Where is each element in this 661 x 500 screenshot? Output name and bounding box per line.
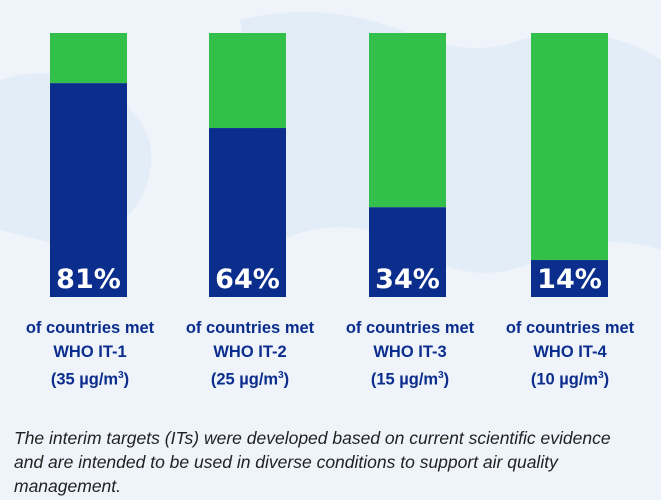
footnote: The interim targets (ITs) were developed… (14, 426, 644, 498)
bar-caption: of countries met WHO IT-2 (25 µg/m3) (165, 316, 335, 392)
caption-concentration: (35 µg/m3) (5, 364, 175, 392)
bar-not-met (209, 33, 286, 128)
caption-target: WHO IT-2 (165, 340, 335, 364)
bar-data-label: 14% (537, 264, 602, 295)
caption-line: of countries met (485, 316, 655, 340)
bar-caption: of countries met WHO IT-3 (15 µg/m3) (325, 316, 495, 392)
caption-concentration: (10 µg/m3) (485, 364, 655, 392)
caption-line: of countries met (325, 316, 495, 340)
bar-data-label: 81% (56, 264, 121, 295)
bar-caption: of countries met WHO IT-4 (10 µg/m3) (485, 316, 655, 392)
caption-line: of countries met (5, 316, 175, 340)
caption-target: WHO IT-1 (5, 340, 175, 364)
bar-not-met (369, 33, 446, 207)
caption-concentration: (15 µg/m3) (325, 364, 495, 392)
bar-data-label: 64% (215, 264, 280, 295)
bar-caption: of countries met WHO IT-1 (35 µg/m3) (5, 316, 175, 392)
caption-line: of countries met (165, 316, 335, 340)
bar-data-label: 34% (375, 264, 440, 295)
bar-not-met (531, 33, 608, 260)
caption-concentration: (25 µg/m3) (165, 364, 335, 392)
bar-not-met (50, 33, 127, 83)
caption-target: WHO IT-4 (485, 340, 655, 364)
caption-target: WHO IT-3 (325, 340, 495, 364)
